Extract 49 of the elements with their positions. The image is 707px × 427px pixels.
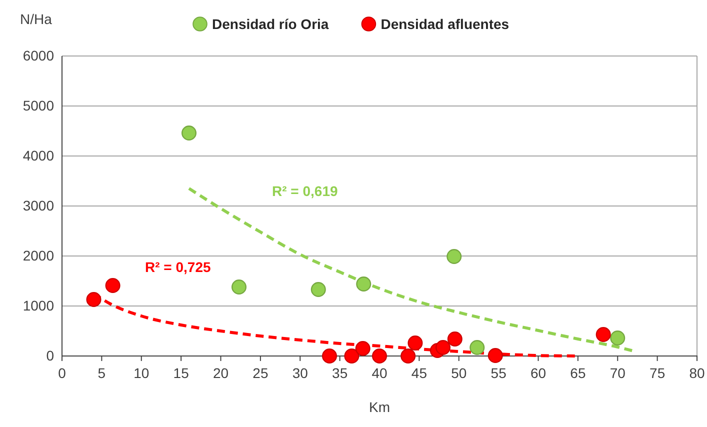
- x-tick-label: 0: [58, 365, 66, 381]
- y-tick-label: 5000: [22, 97, 54, 114]
- x-axis-title: Km: [369, 399, 390, 415]
- point: [596, 327, 611, 342]
- point: [322, 348, 338, 364]
- x-tick-label: 35: [332, 365, 348, 381]
- x-tick-label: 45: [411, 365, 428, 381]
- point: [447, 332, 462, 346]
- x-tick-label: 50: [451, 365, 467, 381]
- x-tick-label: 40: [372, 365, 388, 381]
- point: [355, 341, 370, 356]
- point: [435, 340, 451, 355]
- x-tick-label: 30: [292, 365, 308, 381]
- legend-label: Densidad afluentes: [380, 16, 510, 32]
- y-tick-label: 4000: [22, 147, 54, 164]
- legend-label: Densidad río Oria: [212, 16, 329, 32]
- point: [105, 278, 120, 293]
- x-tick-label: 20: [212, 365, 229, 381]
- x-tick-label: 5: [98, 365, 106, 381]
- x-tick-label: 70: [610, 365, 626, 381]
- point: [400, 348, 416, 364]
- x-tick-label: 60: [530, 365, 546, 381]
- x-tick-label: 75: [650, 365, 666, 381]
- point: [356, 276, 372, 292]
- point: [344, 348, 360, 364]
- point: [372, 348, 388, 364]
- point: [181, 126, 197, 140]
- x-tick-label: 80: [689, 365, 705, 381]
- x-tick-label: 25: [252, 365, 268, 381]
- point: [470, 340, 485, 355]
- point: [408, 336, 423, 350]
- y-tick-label: 6000: [22, 47, 54, 64]
- y-tick-label: 3000: [22, 197, 54, 214]
- point: [446, 249, 462, 264]
- x-tick-label: 15: [173, 365, 190, 381]
- point: [488, 348, 503, 363]
- point: [310, 282, 326, 297]
- y-tick-label: 0: [46, 347, 54, 364]
- y-axis-title: N/Ha: [20, 11, 52, 27]
- annotation: R² = 0,725: [145, 259, 211, 275]
- point: [86, 292, 102, 307]
- point: [610, 330, 626, 346]
- x-tick-label: 65: [570, 365, 586, 381]
- y-tick-label: 2000: [22, 247, 54, 264]
- x-tick-label: 55: [490, 365, 507, 381]
- annotation: R² = 0,619: [272, 183, 338, 199]
- y-tick-label: 1000: [22, 297, 54, 314]
- point: [231, 280, 247, 294]
- x-tick-label: 10: [134, 365, 150, 381]
